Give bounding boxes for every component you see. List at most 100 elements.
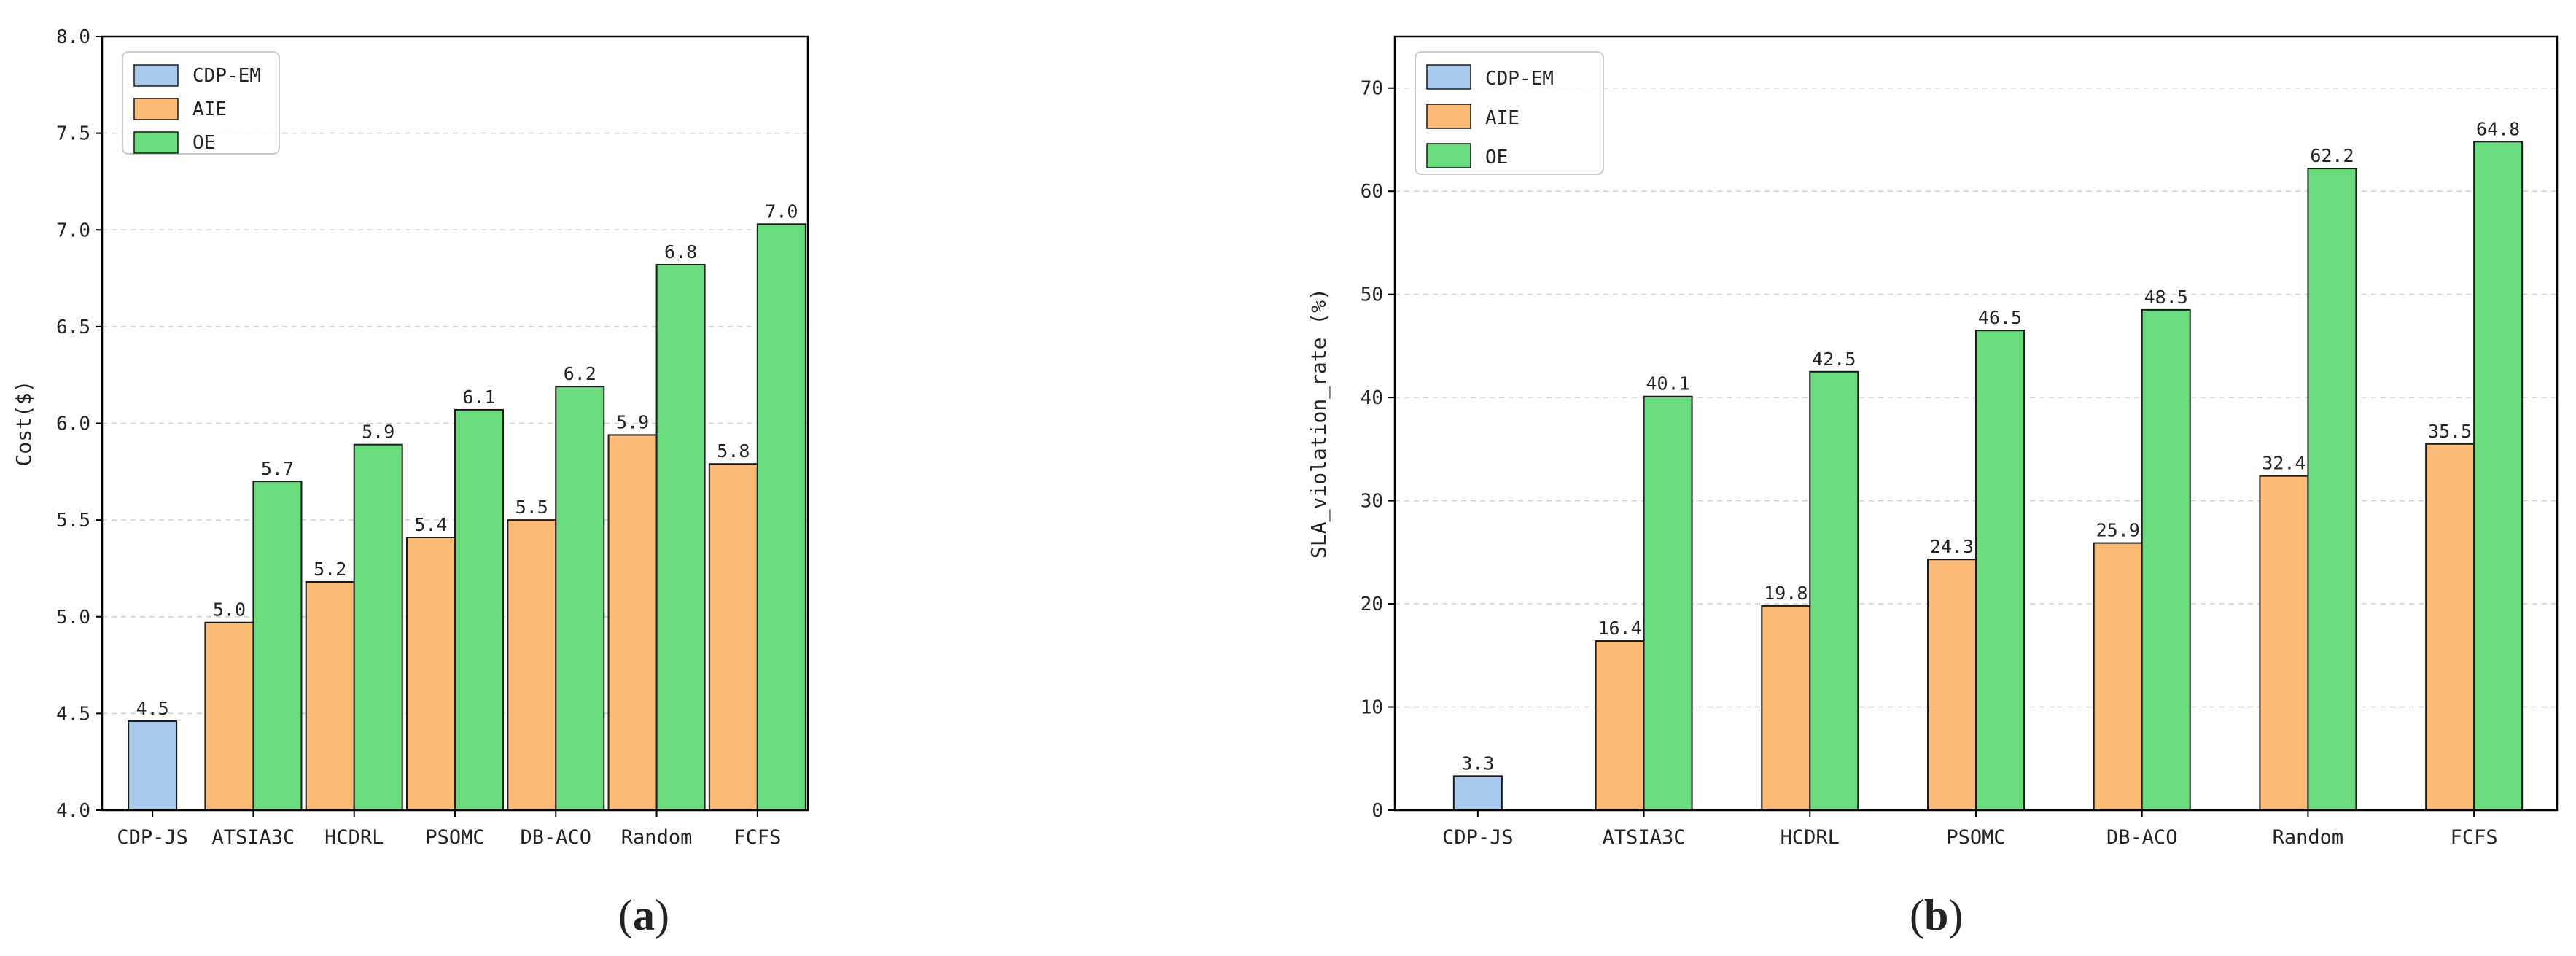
- bar-oe-fcfs: [2473, 141, 2524, 811]
- bar-value-label: 46.5: [1978, 307, 2022, 328]
- bar-aie-hcdrl: [305, 581, 355, 811]
- bar-oe-hcdrl: [1809, 370, 1859, 811]
- x-tick-label: FCFS: [2451, 826, 2498, 849]
- legend: CDP-EM AIE OE: [1415, 51, 1604, 175]
- bar-value-label: 40.1: [1646, 373, 1689, 395]
- axes-frame: [101, 35, 809, 812]
- bar-value-label: 6.2: [564, 363, 596, 384]
- caption: (a): [618, 891, 669, 939]
- bar-aie-random: [607, 434, 658, 811]
- y-tick-label: 7.0: [56, 219, 90, 241]
- bar-oe-atsia3c: [1643, 395, 1693, 811]
- bar-value-label: 64.8: [2476, 118, 2520, 139]
- bar-value-label: 5.5: [515, 497, 548, 518]
- y-tick-label: 60: [1361, 181, 1383, 203]
- x-tick-label: DB-ACO: [2106, 826, 2178, 849]
- bar-oe-psomc: [1975, 330, 2025, 811]
- bar-oe-psomc: [454, 408, 504, 811]
- legend-swatch-aie: [133, 98, 179, 120]
- bar-cdp-em-cdp-js: [1452, 775, 1503, 812]
- legend-swatch-aie: [1426, 104, 1471, 129]
- y-tick-label: 5.0: [56, 607, 90, 629]
- y-tick-label: 10: [1361, 697, 1383, 719]
- legend-swatch-oe: [1426, 143, 1471, 168]
- bar-aie-random: [2259, 475, 2309, 811]
- caption: (b): [1910, 891, 1963, 939]
- x-tick-label: DB-ACO: [521, 826, 592, 849]
- x-tick-label: HCDRL: [324, 826, 384, 849]
- y-tick-label: 0: [1371, 800, 1383, 822]
- bar-aie-db-aco: [507, 519, 557, 811]
- bar-value-label: 3.3: [1461, 753, 1494, 774]
- x-tick-label: CDP-JS: [117, 826, 188, 849]
- y-axis-label: Cost($): [12, 380, 36, 466]
- bar-value-label: 5.9: [362, 421, 394, 443]
- bar-cdp-em-cdp-js: [128, 720, 178, 811]
- bar-oe-atsia3c: [252, 481, 303, 811]
- bar-value-label: 25.9: [2096, 520, 2140, 541]
- x-tick-label: HCDRL: [1781, 826, 1840, 849]
- bar-value-label: 5.8: [717, 440, 750, 462]
- x-tick-label: PSOMC: [1946, 826, 2005, 849]
- y-tick-label: 4.5: [56, 703, 90, 725]
- bar-value-label: 16.4: [1598, 618, 1641, 639]
- bar-aie-db-aco: [2093, 542, 2143, 811]
- legend-label: OE: [1485, 147, 1508, 168]
- legend-label: CDP-EM: [1485, 68, 1554, 90]
- y-tick-label: 70: [1361, 78, 1383, 100]
- y-tick-label: 6.0: [56, 413, 90, 435]
- bar-aie-fcfs: [2425, 443, 2475, 811]
- bar-value-label: 6.1: [462, 386, 495, 408]
- axes-frame: [1393, 35, 2559, 812]
- bar-value-label: 5.4: [414, 514, 447, 535]
- bar-aie-atsia3c: [1595, 640, 1645, 812]
- bar-value-label: 6.8: [664, 241, 697, 263]
- legend: CDP-EM AIE OE: [122, 51, 280, 155]
- y-tick-label: 50: [1361, 284, 1383, 306]
- y-tick-label: 5.5: [56, 510, 90, 532]
- bar-value-label: 62.2: [2310, 145, 2354, 166]
- x-tick-label: Random: [621, 826, 693, 849]
- bar-oe-hcdrl: [353, 443, 403, 811]
- x-tick-label: CDP-JS: [1442, 826, 1514, 849]
- bar-value-label: 5.9: [616, 411, 649, 432]
- bar-value-label: 42.5: [1812, 349, 1856, 370]
- bar-aie-psomc: [1927, 559, 1977, 812]
- x-tick-label: ATSIA3C: [212, 826, 295, 849]
- legend-label: AIE: [1485, 107, 1519, 129]
- y-tick-label: 20: [1361, 594, 1383, 615]
- bar-oe-db-aco: [555, 386, 605, 811]
- x-tick-label: PSOMC: [425, 826, 484, 849]
- y-tick-label: 30: [1361, 491, 1383, 513]
- x-tick-label: Random: [2273, 826, 2344, 849]
- bar-value-label: 19.8: [1764, 583, 1808, 604]
- bar-value-label: 4.5: [136, 698, 169, 719]
- bar-value-label: 24.3: [1930, 536, 1974, 557]
- y-tick-label: 8.0: [56, 26, 90, 48]
- bar-oe-random: [2307, 168, 2357, 811]
- legend-label: AIE: [192, 98, 227, 120]
- legend-swatch-oe: [133, 131, 179, 154]
- bar-value-label: 35.5: [2428, 421, 2472, 442]
- chart-panel-a: 4.0 4.5 5.0 5.5 6.0 6.5 7.0 7.5 8.0 4.5 CDP-JS 5.0 5…: [12, 26, 809, 939]
- chart-panel-b: 0 10 20 30 40 50 60 70 3.3 CDP-JS 16.4 40.1 ATSIA3C 1…: [1307, 35, 2559, 939]
- legend-swatch-cdp-em: [133, 64, 179, 87]
- bar-value-label: 48.5: [2144, 287, 2188, 308]
- legend-label: CDP-EM: [192, 65, 261, 87]
- y-tick-label: 7.5: [56, 123, 90, 145]
- bar-value-label: 5.2: [314, 559, 346, 580]
- bar-value-label: 5.7: [261, 458, 294, 479]
- legend-swatch-cdp-em: [1426, 64, 1471, 90]
- y-tick-label: 40: [1361, 387, 1383, 409]
- bar-value-label: 7.0: [765, 201, 798, 222]
- y-tick-label: 6.5: [56, 316, 90, 338]
- bar-oe-random: [655, 263, 706, 811]
- bar-aie-hcdrl: [1761, 605, 1811, 811]
- bar-value-label: 32.4: [2262, 453, 2305, 474]
- bar-value-label: 5.0: [213, 599, 246, 621]
- bar-oe-fcfs: [756, 223, 806, 812]
- y-axis-label: SLA_violation_rate (%): [1307, 288, 1331, 559]
- legend-label: OE: [192, 132, 215, 154]
- x-tick-label: FCFS: [734, 826, 781, 849]
